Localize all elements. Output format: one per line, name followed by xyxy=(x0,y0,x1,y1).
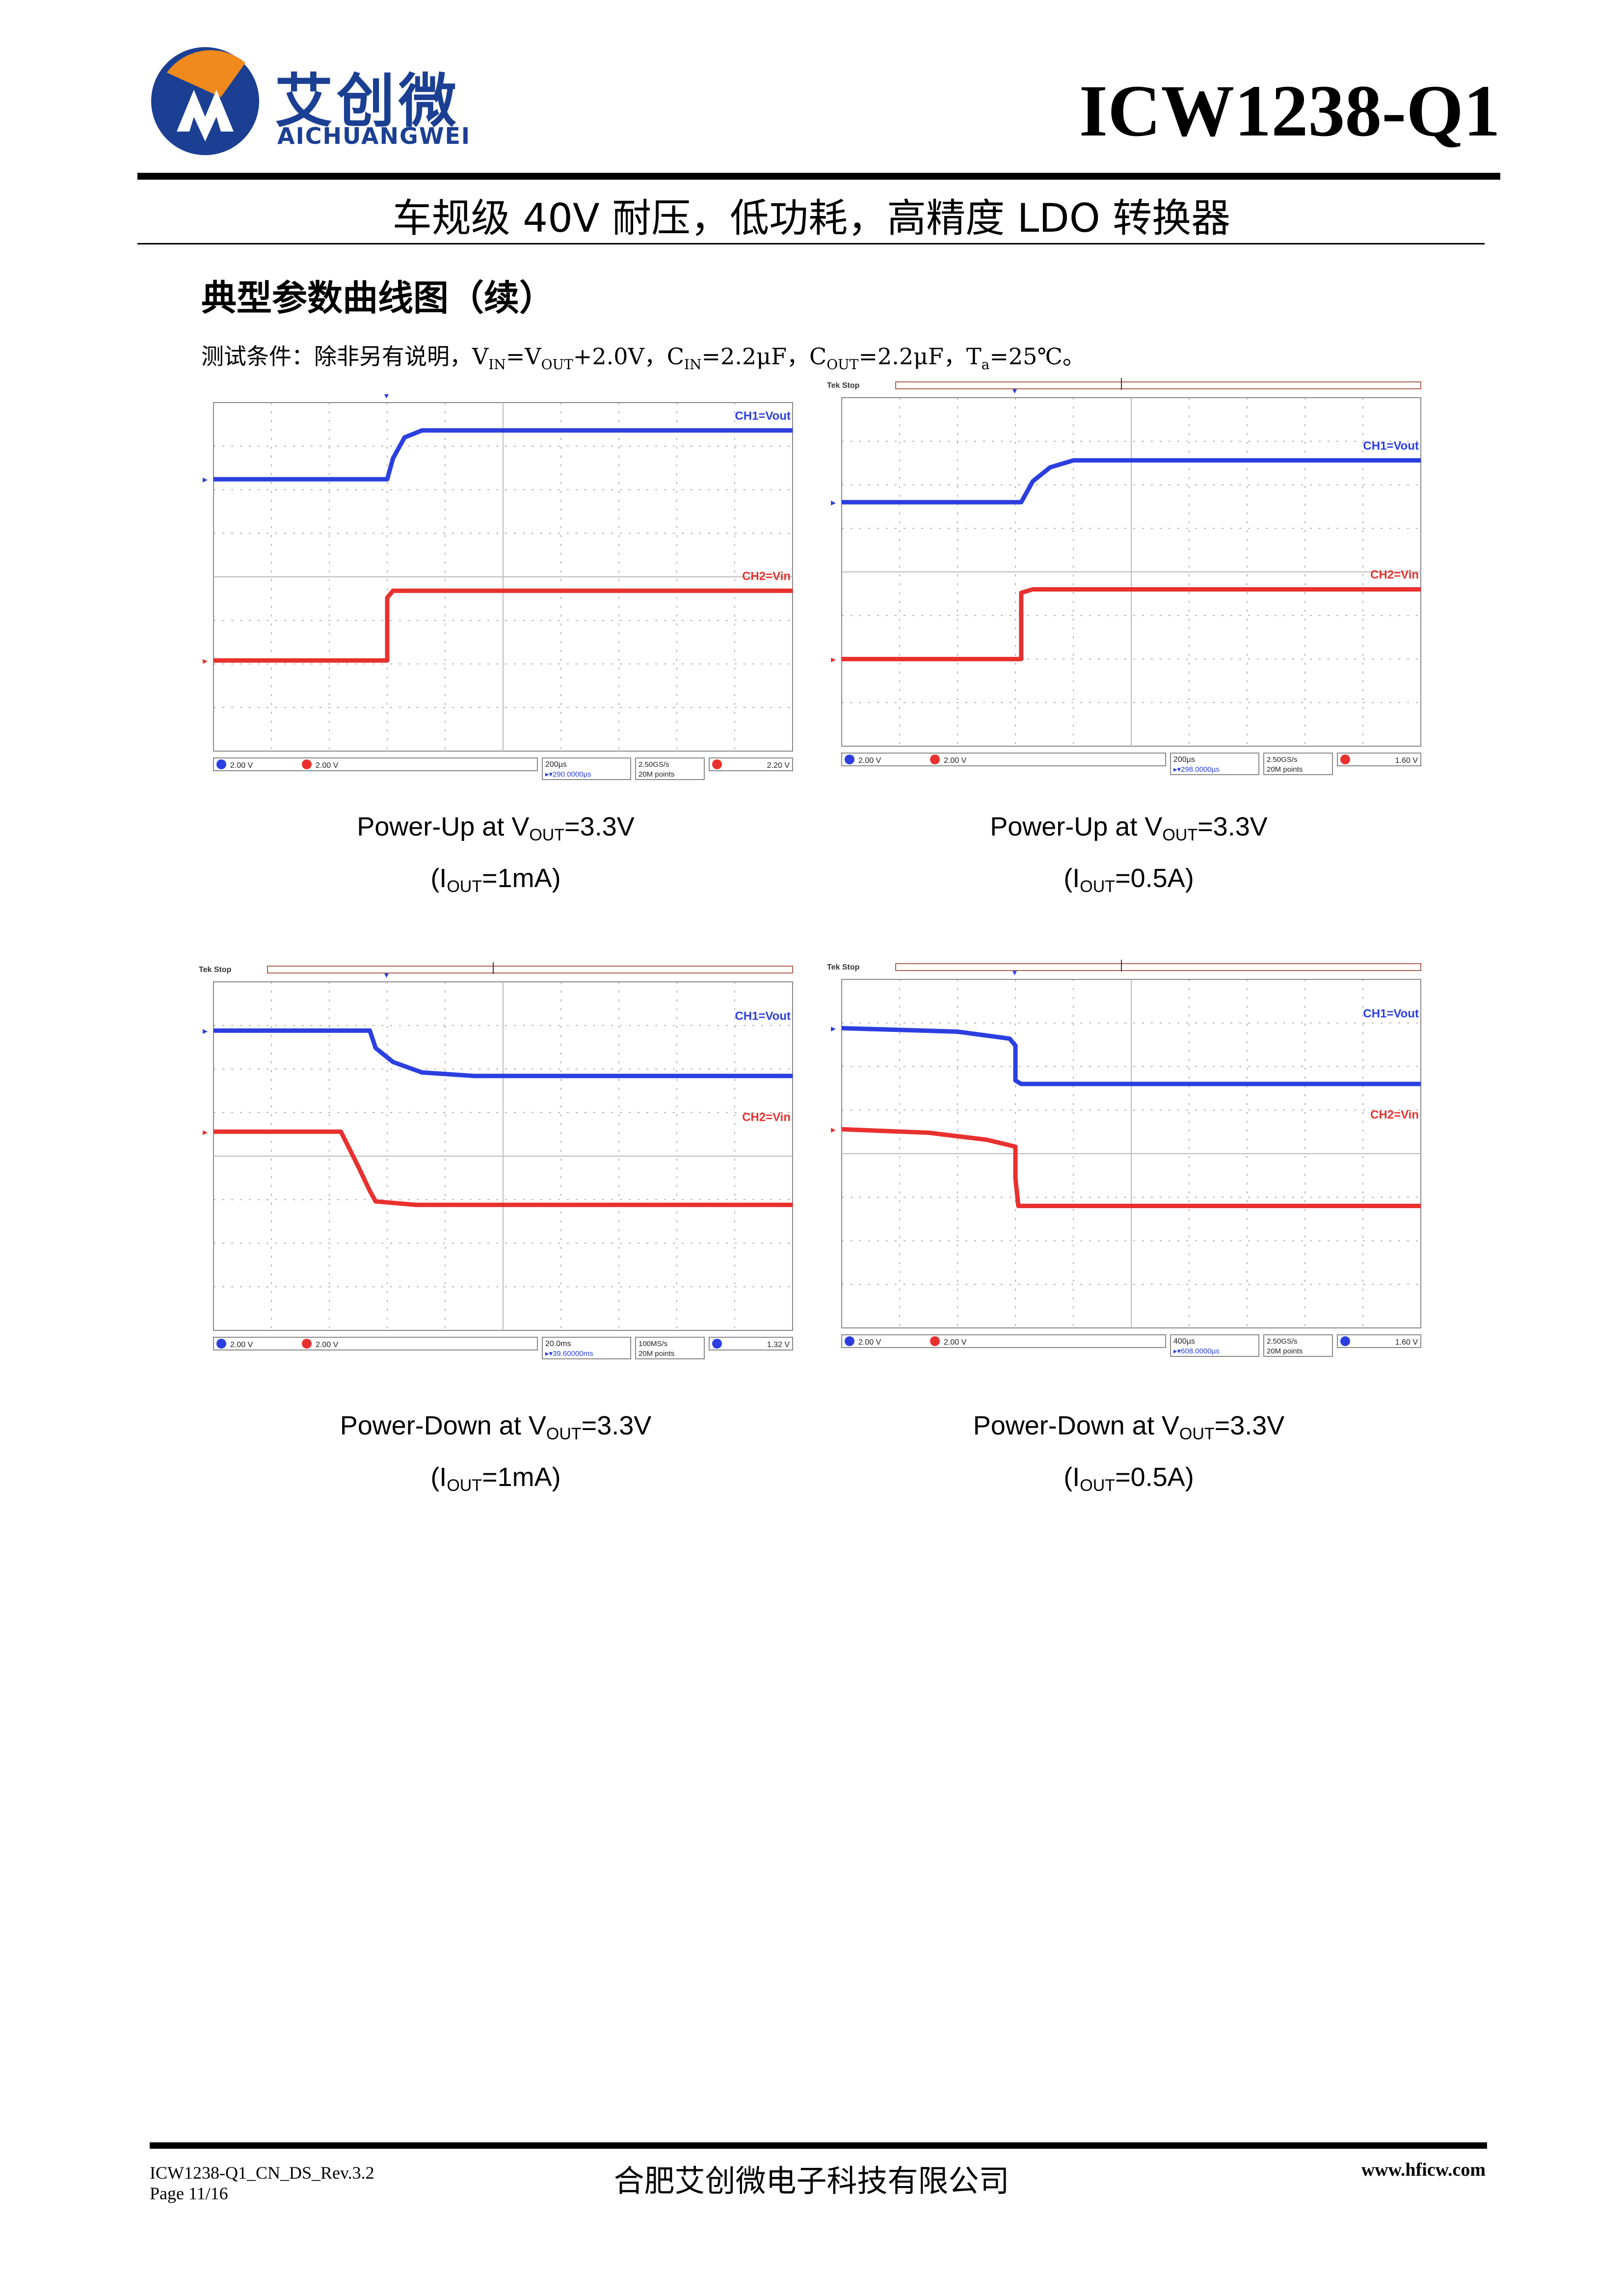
record-length: 20M points xyxy=(1267,765,1303,774)
record-bar xyxy=(895,381,1421,389)
caption-power-down-1ma: Power-Down at VOUT=3.3V (IOUT=1mA) xyxy=(340,1411,652,1495)
ch1-label: CH1=Vout xyxy=(1363,439,1419,453)
trigger-position-icon: ▾ xyxy=(384,970,389,980)
trigger-delay: ▸▾39.60000ms xyxy=(545,1350,593,1358)
brand-name-english: AICHUANGWEI xyxy=(277,123,471,149)
ch2-label: CH2=Vin xyxy=(742,1110,791,1124)
tek-stop-label: Tek Stop xyxy=(827,381,860,390)
ch1-label: CH1=Vout xyxy=(735,409,791,423)
ch1-ground-marker: ▸ xyxy=(203,473,208,485)
sample-rate: 2.50GS/s xyxy=(1267,1337,1298,1346)
scope-screen: Tek Stop ▾ ▸ ▸ CH1=Vout CH2=Vin 2.00 V 2.00 V 20… xyxy=(827,378,1421,775)
scope-status-bar: 2.00 V 2.00 V 200µs▸▾298.0000µs 2.50GS/s20M… xyxy=(841,753,1421,775)
ch2-scale: 2.00 V xyxy=(316,1341,339,1349)
ch1-scale: 2.00 V xyxy=(858,1338,881,1347)
graticule xyxy=(213,402,793,752)
ch1-ground-marker: ▸ xyxy=(831,496,836,508)
ch1-scale: 2.00 V xyxy=(230,761,253,770)
record-bar xyxy=(267,966,793,973)
caption-power-up-1ma: Power-Up at VOUT=3.3V (IOUT=1mA) xyxy=(357,812,635,896)
ch1-label: CH1=Vout xyxy=(735,1009,791,1023)
sample-rate: 2.50GS/s xyxy=(1267,756,1298,764)
graticule xyxy=(213,981,793,1331)
ch2-scale: 2.00 V xyxy=(944,756,967,765)
sample-rate: 2.50GS/s xyxy=(639,760,669,769)
trigger-delay: ▸▾290.0000µs xyxy=(545,770,591,779)
ch2-ground-marker: ▸ xyxy=(831,1123,836,1135)
timebase: 200µs xyxy=(545,760,567,769)
scope-screen: Tek Stop ▾ ▸ ▸ CH1=Vout CH2=Vin 2.00 V 2.00 V 40… xyxy=(827,960,1421,1357)
ch2-waveform xyxy=(842,587,1421,661)
ch1-waveform xyxy=(841,1026,1421,1086)
test-conditions: 测试条件：除非另有说明，VIN=VOUT+2.0V，CIN=2.2μF，COUT… xyxy=(201,343,1085,373)
scope-status-bar: 2.00 V 2.00 V 200µs▸▾290.0000µs 2.50GS/s20M… xyxy=(213,757,793,780)
brand-name-chinese: 艾创微 xyxy=(275,67,461,135)
ch1-waveform xyxy=(842,458,1421,505)
ch2-ground-marker: ▸ xyxy=(203,1126,208,1137)
part-number-title: ICW1238-Q1 xyxy=(1079,70,1500,152)
tek-stop-label: Tek Stop xyxy=(199,966,232,974)
ch1-waveform xyxy=(213,428,793,482)
ch2-waveform xyxy=(213,588,793,663)
ch2-ground-marker: ▸ xyxy=(203,654,208,666)
trigger-level: 2.20 V xyxy=(767,761,790,770)
timebase: 200µs xyxy=(1173,756,1195,764)
footer-website-link[interactable]: www.hficw.com xyxy=(1361,2160,1486,2180)
record-bar xyxy=(895,963,1421,971)
ch2-ground-marker: ▸ xyxy=(831,653,836,665)
scope-power-down-0p5a: Tek Stop ▾ ▸ ▸ CH1=Vout CH2=Vin 2.00 V 2.00 V 40… xyxy=(827,960,1431,1382)
trigger-position-icon: ▾ xyxy=(1012,386,1017,396)
scope-status-bar: 2.00 V 2.00 V 400µs▸▾608.0000µs 2.50GS/s20M… xyxy=(841,1334,1421,1357)
scope-status-bar: 2.00 V 2.00 V 20.0ms ▸▾39.60000ms 100MS/s 20M… xyxy=(213,1337,793,1359)
ch1-scale: 2.00 V xyxy=(858,756,881,765)
graticule xyxy=(841,979,1421,1328)
footer-company-name: 合肥艾创微电子科技有限公司 xyxy=(613,2163,1010,2199)
ch2-scale: 2.00 V xyxy=(316,761,339,770)
section-title: 典型参数曲线图（续） xyxy=(201,277,555,319)
ch1-scale: 2.00 V xyxy=(230,1341,253,1349)
document-subtitle: 车规级 40V 耐压，低功耗，高精度 LDO 转换器 xyxy=(392,195,1231,241)
ch2-label: CH2=Vin xyxy=(742,569,791,583)
ch2-scale: 2.00 V xyxy=(944,1338,967,1347)
sample-rate: 100MS/s xyxy=(639,1340,667,1348)
scope-screen: ▾ ▸ ▸ CH1=Vout CH2=Vin 2.00 V 2.00 V 200µs▸▾290… xyxy=(203,391,793,780)
caption-power-up-0p5a: Power-Up at VOUT=3.3V (IOUT=0.5A) xyxy=(990,812,1268,896)
ch2-waveform xyxy=(841,1127,1421,1208)
tek-stop-label: Tek Stop xyxy=(827,963,860,972)
ch2-waveform xyxy=(213,1129,793,1207)
trigger-level: 1.32 V xyxy=(767,1341,790,1349)
ch1-ground-marker: ▸ xyxy=(203,1025,208,1036)
footer-document-id: ICW1238-Q1_CN_DS_Rev.3.2 xyxy=(150,2163,374,2183)
graticule xyxy=(841,397,1421,747)
footer-rule xyxy=(150,2142,1487,2149)
record-length: 20M points xyxy=(639,1350,674,1358)
ch1-label: CH1=Vout xyxy=(1363,1007,1419,1020)
record-length: 20M points xyxy=(639,770,674,779)
scope-power-down-1ma: Tek Stop ▾ ▸ ▸ CH1=Vout CH2=Vin 2.00 V 2.00 V 20… xyxy=(199,962,802,1384)
scope-screen: Tek Stop ▾ ▸ ▸ CH1=Vout CH2=Vin 2.00 V 2.00 V 20… xyxy=(199,962,793,1359)
timebase: 20.0ms xyxy=(545,1340,571,1348)
footer-page-number: Page 11/16 xyxy=(150,2184,228,2203)
trigger-level: 1.60 V xyxy=(1395,1338,1418,1347)
trigger-level: 1.60 V xyxy=(1395,756,1418,765)
ch1-ground-marker: ▸ xyxy=(831,1022,836,1034)
ch2-label: CH2=Vin xyxy=(1370,1108,1419,1121)
caption-power-down-0p5a: Power-Down at VOUT=3.3V (IOUT=0.5A) xyxy=(973,1411,1285,1495)
company-logo xyxy=(151,47,259,155)
subtitle-rule xyxy=(137,243,1485,244)
trigger-delay: ▸▾298.0000µs xyxy=(1173,765,1220,774)
ch1-waveform xyxy=(213,1028,793,1079)
header-rule xyxy=(137,173,1500,180)
ch2-label: CH2=Vin xyxy=(1370,568,1419,582)
trigger-position-icon: ▾ xyxy=(384,391,389,401)
trigger-position-icon: ▾ xyxy=(1012,968,1017,978)
scope-power-up-1ma: ▾ ▸ ▸ CH1=Vout CH2=Vin 2.00 V 2.00 V 200µs ▸▾290… xyxy=(199,383,802,805)
scope-power-up-0p5a: Tek Stop ▾ ▸ ▸ CH1=Vout CH2=Vin 2.00 V 2.00 V 20… xyxy=(827,378,1431,800)
record-length: 20M points xyxy=(1267,1347,1303,1355)
trigger-delay: ▸▾608.0000µs xyxy=(1173,1347,1220,1355)
timebase: 400µs xyxy=(1173,1337,1195,1346)
